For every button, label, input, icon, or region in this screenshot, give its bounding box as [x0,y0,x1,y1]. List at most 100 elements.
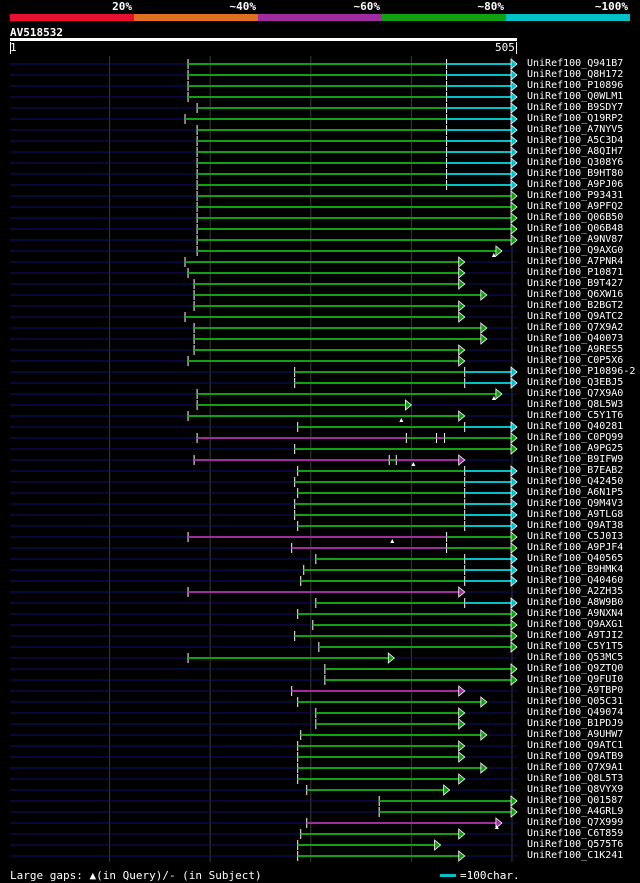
hit-label[interactable]: UniRef100_C5Y1T5 [527,641,624,652]
hit-end-arrow [480,696,488,708]
hit-label[interactable]: UniRef100_Q40281 [527,421,624,432]
hit-end-arrow [510,69,518,81]
hit-label[interactable]: UniRef100_B9IFW9 [527,454,624,465]
query-ruler [10,38,517,41]
legend-segment [258,14,382,21]
hit-label[interactable]: UniRef100_Q19RP2 [527,113,624,124]
hit-end-arrow [480,333,488,345]
hit-label[interactable]: UniRef100_Q9M4V3 [527,498,624,509]
hit-label[interactable]: UniRef100_Q7X999 [527,817,624,828]
hit-label[interactable]: UniRef100_A9NV87 [527,234,624,245]
hit-end-arrow [510,597,518,609]
hit-label[interactable]: UniRef100_Q8H172 [527,69,624,80]
hit-label[interactable]: UniRef100_B9HT80 [527,168,624,179]
query-gap-marker [411,462,416,466]
hit-label[interactable]: UniRef100_B2BGT2 [527,300,624,311]
hit-label[interactable]: UniRef100_Q42450 [527,476,624,487]
legend-label: ~60% [353,0,381,13]
hit-end-arrow [510,377,518,389]
hit-label[interactable]: UniRef100_Q941B7 [527,58,624,69]
hit-label[interactable]: UniRef100_Q9ATC1 [527,740,624,751]
hit-label[interactable]: UniRef100_A7PNR4 [527,256,624,267]
hit-label[interactable]: UniRef100_B9T427 [527,278,624,289]
hit-end-arrow [443,784,451,796]
hit-label[interactable]: UniRef100_Q9AXG1 [527,619,624,630]
hit-label[interactable]: UniRef100_Q3EBJ5 [527,377,624,388]
hit-label[interactable]: UniRef100_C5Y1T6 [527,410,624,421]
hit-label[interactable]: UniRef100_C5J0I3 [527,531,624,542]
hit-label[interactable]: UniRef100_Q06B48 [527,223,624,234]
hit-end-arrow [510,212,518,224]
hit-label[interactable]: UniRef100_Q8L5W3 [527,399,624,410]
legend-segment [134,14,258,21]
hit-label[interactable]: UniRef100_A9RES5 [527,344,624,355]
hit-label[interactable]: UniRef100_Q575T6 [527,839,624,850]
hit-label[interactable]: UniRef100_P10871 [527,267,624,278]
hit-label[interactable]: UniRef100_Q9AT38 [527,520,624,531]
hit-label[interactable]: UniRef100_Q40565 [527,553,624,564]
query-gap-marker [399,418,404,422]
hit-label[interactable]: UniRef100_A9TBP0 [527,685,624,696]
hit-label[interactable]: UniRef100_A9PFQ2 [527,201,624,212]
hit-label[interactable]: UniRef100_A9PJF4 [527,542,624,553]
hit-label[interactable]: UniRef100_B9HMK4 [527,564,624,575]
hit-label[interactable]: UniRef100_Q9ATC2 [527,311,624,322]
hit-label[interactable]: UniRef100_C0P5X6 [527,355,624,366]
hit-end-arrow [458,850,466,862]
hit-label[interactable]: UniRef100_A9PG25 [527,443,624,454]
query-start-tick [10,42,11,54]
hit-label[interactable]: UniRef100_Q9ZTQ0 [527,663,624,674]
legend-segment [506,14,630,21]
large-gaps-legend: Large gaps: ▲(in Query)/- (in Subject) [10,869,262,882]
hit-label[interactable]: UniRef100_Q308Y6 [527,157,624,168]
hit-label[interactable]: UniRef100_Q7X9A2 [527,322,624,333]
hit-end-arrow [510,531,518,543]
hit-label[interactable]: UniRef100_A6N1P5 [527,487,624,498]
legend-label: ~80% [477,0,505,13]
hit-label[interactable]: UniRef100_Q05C31 [527,696,624,707]
hit-end-arrow [510,608,518,620]
hit-label[interactable]: UniRef100_A9TLG8 [527,509,624,520]
hit-label[interactable]: UniRef100_C0PQ99 [527,432,624,443]
hit-label[interactable]: UniRef100_A9PJ06 [527,179,624,190]
hit-label[interactable]: UniRef100_A9UHW7 [527,729,624,740]
hit-label[interactable]: UniRef100_A9TJI2 [527,630,624,641]
hit-end-arrow [458,311,466,323]
hit-label[interactable]: UniRef100_A8QIH7 [527,146,624,157]
hit-label[interactable]: UniRef100_Q6XW16 [527,289,624,300]
query-gap-marker [494,825,499,829]
hit-label[interactable]: UniRef100_P10896-2 [527,366,636,377]
hit-end-arrow [510,674,518,686]
hit-label[interactable]: UniRef100_B7EAB2 [527,465,624,476]
hit-label[interactable]: UniRef100_Q7X9A0 [527,388,624,399]
hit-label[interactable]: UniRef100_Q8L5T3 [527,773,624,784]
hit-label[interactable]: UniRef100_Q49074 [527,707,624,718]
hit-end-arrow [510,366,518,378]
legend-label: 20% [112,0,132,13]
hit-label[interactable]: UniRef100_C6T859 [527,828,624,839]
hit-end-arrow [510,190,518,202]
hit-label[interactable]: UniRef100_Q9FUI0 [527,674,624,685]
hit-label[interactable]: UniRef100_Q9ATB9 [527,751,624,762]
hit-label[interactable]: UniRef100_Q9AXG0 [527,245,624,256]
hit-label[interactable]: UniRef100_A4GRL9 [527,806,624,817]
hit-label[interactable]: UniRef100_Q53MC5 [527,652,624,663]
hit-label[interactable]: UniRef100_Q8VYX9 [527,784,624,795]
hit-label[interactable]: UniRef100_B9SDY7 [527,102,624,113]
hit-label[interactable]: UniRef100_B1PDJ9 [527,718,624,729]
hit-label[interactable]: UniRef100_Q7X9A1 [527,762,624,773]
hit-end-arrow [510,487,518,499]
hit-label[interactable]: UniRef100_A9NXN4 [527,608,624,619]
hit-label[interactable]: UniRef100_A7NYV5 [527,124,624,135]
hit-label[interactable]: UniRef100_A8W9B0 [527,597,624,608]
hit-label[interactable]: UniRef100_Q01587 [527,795,624,806]
hit-label[interactable]: UniRef100_C1K241 [527,850,624,861]
hit-label[interactable]: UniRef100_A2ZH35 [527,586,624,597]
hit-label[interactable]: UniRef100_P93431 [527,190,624,201]
hit-label[interactable]: UniRef100_Q40460 [527,575,624,586]
hit-label[interactable]: UniRef100_P10896 [527,80,624,91]
hit-label[interactable]: UniRef100_A5C3D4 [527,135,624,146]
hit-label[interactable]: UniRef100_Q06B50 [527,212,624,223]
hit-label[interactable]: UniRef100_Q0WLM1 [527,91,624,102]
hit-label[interactable]: UniRef100_Q40073 [527,333,624,344]
